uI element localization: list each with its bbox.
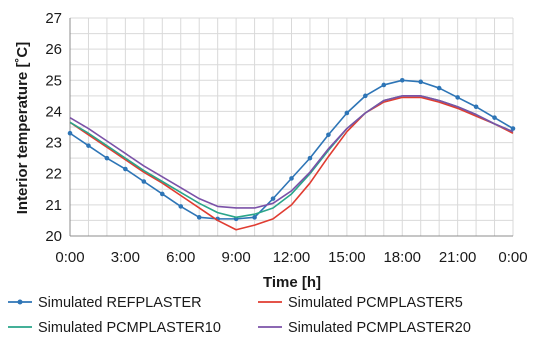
data-point xyxy=(326,132,331,138)
x-tick-label: 0:00 xyxy=(55,249,84,266)
data-point xyxy=(436,85,442,91)
data-point xyxy=(196,215,202,220)
y-tick-label: 21 xyxy=(45,197,62,214)
data-point xyxy=(399,77,405,83)
x-tick-label: 15:00 xyxy=(328,249,366,266)
y-tick-label: 23 xyxy=(45,135,62,152)
data-point xyxy=(363,93,368,99)
data-point xyxy=(86,143,91,148)
legend-item: Simulated REFPLASTER xyxy=(8,295,202,311)
data-point xyxy=(510,126,516,131)
y-tick-label: 25 xyxy=(45,72,62,89)
data-point xyxy=(344,110,350,116)
data-point xyxy=(455,95,460,100)
data-point xyxy=(104,155,110,161)
legend-label: Simulated PCMPLASTER20 xyxy=(288,320,471,336)
axes xyxy=(69,18,513,237)
y-tick-label: 22 xyxy=(45,166,62,183)
legend-item: Simulated PCMPLASTER5 xyxy=(258,295,463,311)
legend: Simulated REFPLASTER Simulated PCMPLASTER… xyxy=(8,295,471,336)
x-tick-label: 21:00 xyxy=(439,249,477,266)
data-point xyxy=(307,155,313,161)
legend-item: Simulated PCMPLASTER20 xyxy=(258,320,471,336)
legend-marker xyxy=(17,299,23,305)
y-axis-title: Interior temperature [˚C] xyxy=(14,42,31,215)
series-2 xyxy=(69,96,514,231)
x-tick-label: 18:00 xyxy=(383,249,421,266)
gridlines xyxy=(69,17,514,237)
y-tick-label: 27 xyxy=(45,10,62,27)
legend-label: Simulated PCMPLASTER5 xyxy=(288,295,463,311)
data-point xyxy=(270,196,276,201)
series-line xyxy=(69,95,514,209)
tick-labels: 20 21 22 23 24 25 26 27 0:00 3:00 6:00 9:00 12:00 15:… xyxy=(45,10,527,266)
series-4 xyxy=(69,95,514,209)
data-point xyxy=(123,166,128,172)
data-point xyxy=(492,115,497,120)
data-point xyxy=(178,204,184,209)
x-tick-label: 6:00 xyxy=(166,249,195,266)
x-axis-title: Time [h] xyxy=(263,274,321,291)
y-tick-label: 26 xyxy=(45,41,62,58)
data-point xyxy=(473,104,479,110)
x-tick-label: 0:00 xyxy=(498,249,527,266)
x-tick-label: 12:00 xyxy=(273,249,311,266)
legend-item: Simulated PCMPLASTER10 xyxy=(8,320,221,336)
data-point xyxy=(141,179,147,184)
x-tick-label: 3:00 xyxy=(111,249,140,266)
data-point xyxy=(159,191,165,197)
y-tick-label: 20 xyxy=(45,228,62,245)
series-1 xyxy=(67,77,516,222)
legend-label: Simulated PCMPLASTER10 xyxy=(38,320,221,336)
data-point xyxy=(289,176,294,181)
series-lines xyxy=(67,77,516,231)
data-point xyxy=(252,215,257,220)
x-tick-label: 9:00 xyxy=(222,249,251,266)
y-tick-label: 24 xyxy=(45,103,62,120)
legend-label: Simulated REFPLASTER xyxy=(38,295,202,311)
data-point xyxy=(381,82,387,88)
data-point xyxy=(67,130,73,136)
data-point xyxy=(418,79,424,85)
series-line xyxy=(69,96,514,231)
